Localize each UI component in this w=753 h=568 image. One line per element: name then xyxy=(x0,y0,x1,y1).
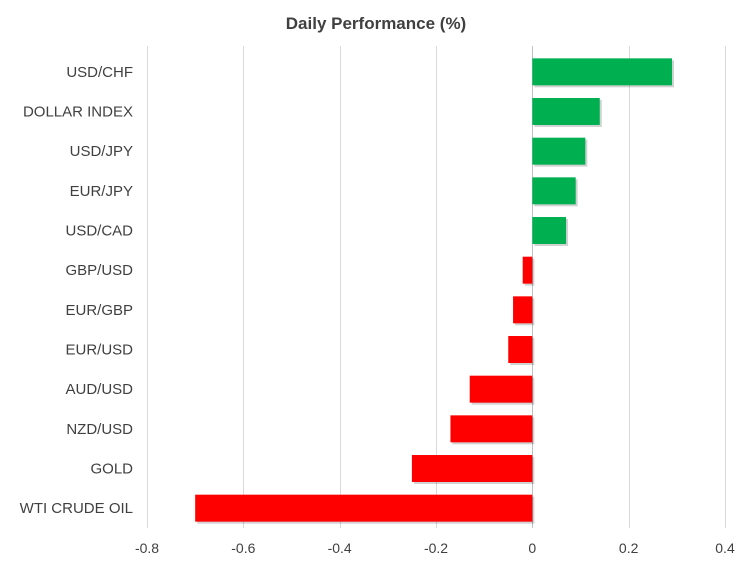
bar xyxy=(532,98,600,125)
bar xyxy=(522,256,533,284)
category-label: USD/CAD xyxy=(65,223,133,240)
x-tick-label: -0.6 xyxy=(231,540,255,556)
category-label: EUR/JPY xyxy=(70,183,133,200)
category-label: EUR/GBP xyxy=(65,302,133,319)
bar xyxy=(532,58,673,86)
bar xyxy=(450,415,533,443)
bar xyxy=(532,177,576,205)
category-label: DOLLAR INDEX xyxy=(23,104,133,121)
category-label: WTI CRUDE OIL xyxy=(20,500,133,517)
bar xyxy=(469,375,533,403)
x-tick-label: -0.8 xyxy=(135,540,159,556)
x-tick-label: 0.2 xyxy=(619,540,639,556)
category-label: USD/JPY xyxy=(70,143,133,160)
category-label: EUR/USD xyxy=(65,342,133,359)
category-label: AUD/USD xyxy=(65,381,133,398)
category-label: GOLD xyxy=(90,461,133,478)
bar xyxy=(508,336,533,363)
gridlines xyxy=(147,46,726,528)
x-tick-label: -0.4 xyxy=(328,540,352,556)
category-labels: USD/CHF DOLLAR INDEX USD/JPY EUR/JPY USD/CAD… xyxy=(20,64,134,517)
category-label: USD/CHF xyxy=(66,64,133,81)
x-tick-label: 0 xyxy=(528,540,536,556)
x-tick-label: -0.2 xyxy=(424,540,448,556)
x-tick-labels: -0.8 -0.6 -0.4 -0.2 0 0.2 0.4 xyxy=(135,540,735,556)
chart-title: Daily Performance (%) xyxy=(286,14,466,33)
bar xyxy=(532,217,567,244)
bar xyxy=(411,455,533,482)
category-label: NZD/USD xyxy=(66,421,133,438)
bars xyxy=(195,58,675,524)
bar xyxy=(195,494,533,522)
category-label: GBP/USD xyxy=(65,262,133,279)
x-tick-label: 0.4 xyxy=(715,540,735,556)
bar xyxy=(532,137,586,165)
bar xyxy=(513,296,533,324)
